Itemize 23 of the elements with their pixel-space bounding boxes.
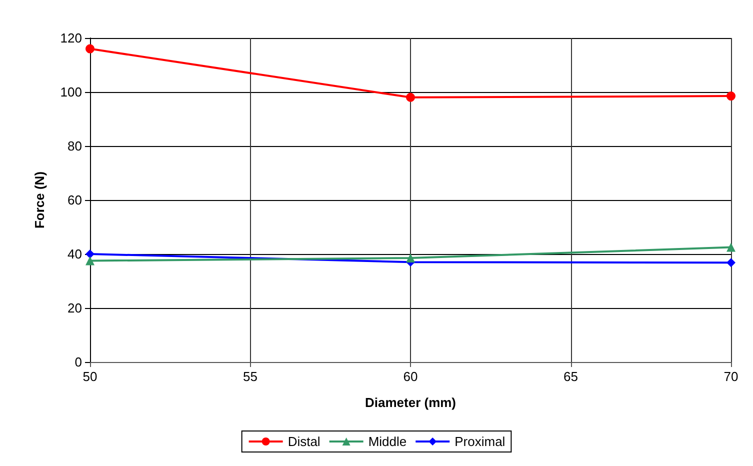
x-tick-label: 55 xyxy=(243,369,258,384)
legend-label: Distal xyxy=(288,434,320,449)
point xyxy=(406,92,415,102)
x-tick-label: 70 xyxy=(724,369,738,384)
y-tick-label: 40 xyxy=(68,246,82,262)
x-axis-title: Diameter (mm) xyxy=(364,395,456,410)
legend-label: Middle xyxy=(368,434,407,449)
point xyxy=(726,242,736,252)
x-tick-label: 65 xyxy=(564,369,578,384)
point xyxy=(726,92,736,101)
y-tick-label: 80 xyxy=(68,138,82,154)
y-tick-label: 60 xyxy=(68,192,82,208)
y-tick-label: 100 xyxy=(60,84,82,100)
y-tick-label: 0 xyxy=(74,354,82,370)
legend-label: Proximal xyxy=(454,434,506,449)
y-tick-label: 120 xyxy=(60,30,82,46)
y-axis-title: Force (N) xyxy=(32,171,47,229)
point xyxy=(406,254,415,263)
x-tick-label: 50 xyxy=(82,369,98,384)
point xyxy=(726,258,736,268)
y-tick-label: 20 xyxy=(68,300,82,316)
x-tick-label: 60 xyxy=(403,369,418,384)
point xyxy=(86,44,94,54)
